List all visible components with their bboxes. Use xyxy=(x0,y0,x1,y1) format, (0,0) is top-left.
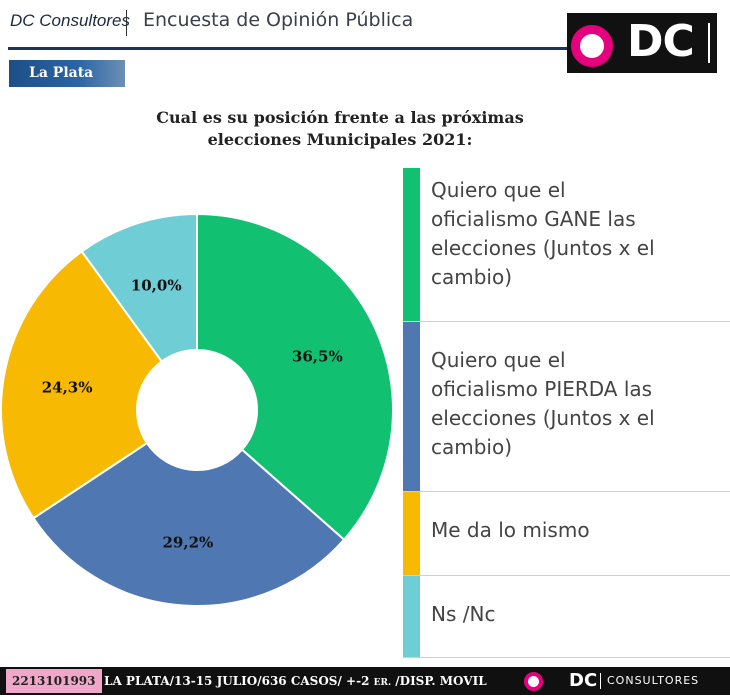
footer-bar: 2213101993 LA PLATA/13-15 JULIO/636 CASO… xyxy=(0,667,730,695)
brand-logo: DC xyxy=(567,13,717,73)
logo-ring-icon xyxy=(571,25,613,67)
footer-logo-ring-icon xyxy=(524,672,543,691)
chart-legend: Quiero que el oficialismo GANE las elecc… xyxy=(403,168,730,658)
header-separator xyxy=(126,10,127,36)
legend-label-2: Quiero que el oficialismo PIERDA las ele… xyxy=(431,348,655,459)
region-badge: La Plata xyxy=(9,60,125,87)
logo-text: DC xyxy=(627,16,695,67)
legend-swatch-4 xyxy=(403,576,420,657)
footer-info-small: ER. xyxy=(373,678,392,688)
legend-item-3: Me da lo mismo xyxy=(403,492,730,576)
footer-brand: DC xyxy=(569,670,598,691)
legend-swatch-3 xyxy=(403,492,420,575)
pie-slice-3 xyxy=(0,250,164,520)
chart-title: Cual es su posición frente a las próxima… xyxy=(156,108,524,149)
slice-label-2: 29,2% xyxy=(162,534,213,552)
legend-label-4: Ns /Nc xyxy=(431,602,496,626)
footer-info-tail: /DISP. MOVIL xyxy=(395,674,487,688)
header-rule xyxy=(8,47,568,50)
footer-info: LA PLATA/13-15 JULIO/636 CASOS/ +-2 ER. … xyxy=(104,667,487,697)
legend-label-1: Quiero que el oficialismo GANE las elecc… xyxy=(431,178,655,289)
legend-item-2: Quiero que el oficialismo PIERDA las ele… xyxy=(403,322,730,492)
donut-chart: 36,5% 29,2% 24,3% 10,0% xyxy=(0,212,394,607)
logo-divider xyxy=(708,23,710,63)
slice-label-1: 36,5% xyxy=(292,348,343,366)
legend-label-3: Me da lo mismo xyxy=(431,518,590,542)
footer-info-main: LA PLATA/13-15 JULIO/636 CASOS/ +-2 xyxy=(104,674,370,688)
slice-label-4: 10,0% xyxy=(131,276,182,294)
page-title: Encuesta de Opinión Pública xyxy=(143,9,414,31)
brand-name: DC Consultores xyxy=(10,11,130,30)
legend-swatch-2 xyxy=(403,322,420,491)
legend-item-4: Ns /Nc xyxy=(403,576,730,658)
legend-swatch-1 xyxy=(403,168,420,321)
slice-label-3: 24,3% xyxy=(42,378,93,396)
legend-item-1: Quiero que el oficialismo GANE las elecc… xyxy=(403,168,730,322)
pie-slice-2 xyxy=(32,441,346,607)
pie-slice-4 xyxy=(80,212,198,363)
pie-slice-1 xyxy=(196,212,394,542)
footer-phone: 2213101993 xyxy=(6,669,102,693)
footer-brand-sub: CONSULTORES xyxy=(607,674,700,687)
footer-divider xyxy=(600,673,601,689)
